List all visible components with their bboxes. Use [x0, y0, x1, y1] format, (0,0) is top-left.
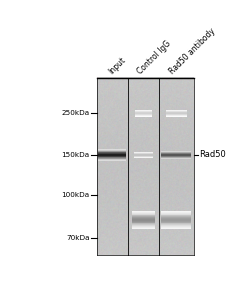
- Bar: [161, 222, 191, 223]
- Text: 250kDa: 250kDa: [62, 110, 90, 116]
- Bar: [166, 110, 187, 111]
- Bar: [166, 111, 187, 112]
- Bar: [98, 151, 126, 152]
- Bar: [132, 223, 155, 224]
- Bar: [135, 116, 152, 117]
- Bar: [98, 155, 126, 156]
- Bar: [98, 156, 126, 157]
- Bar: [134, 156, 153, 157]
- Bar: [132, 225, 155, 226]
- Bar: [161, 224, 191, 225]
- Bar: [161, 155, 191, 156]
- Bar: [132, 227, 155, 228]
- Bar: [161, 158, 191, 159]
- Bar: [132, 224, 155, 225]
- Bar: [132, 218, 155, 219]
- Text: 100kDa: 100kDa: [62, 192, 90, 198]
- Bar: [161, 220, 191, 221]
- Bar: [161, 226, 191, 227]
- Bar: [161, 154, 191, 155]
- Bar: [132, 212, 155, 213]
- Bar: [134, 152, 153, 153]
- Bar: [132, 217, 155, 218]
- Bar: [161, 153, 191, 154]
- Bar: [161, 225, 191, 226]
- Bar: [132, 216, 155, 217]
- Bar: [166, 112, 187, 113]
- Bar: [98, 157, 126, 158]
- Bar: [134, 155, 153, 156]
- Text: 70kDa: 70kDa: [66, 235, 90, 241]
- Bar: [98, 152, 126, 153]
- Bar: [161, 223, 191, 224]
- Bar: [166, 115, 187, 116]
- Bar: [161, 157, 191, 158]
- Bar: [98, 149, 126, 150]
- Text: Rad50: Rad50: [199, 151, 226, 160]
- Text: Control IgG: Control IgG: [136, 40, 173, 76]
- Text: 150kDa: 150kDa: [62, 152, 90, 158]
- Bar: [98, 154, 126, 155]
- Bar: [161, 211, 191, 212]
- Bar: [135, 112, 152, 113]
- Bar: [135, 110, 152, 111]
- Bar: [135, 114, 152, 115]
- Bar: [161, 212, 191, 213]
- Bar: [161, 217, 191, 218]
- Bar: [132, 228, 155, 229]
- Bar: [132, 214, 155, 215]
- Bar: [161, 213, 191, 214]
- Bar: [161, 216, 191, 217]
- Bar: [134, 154, 153, 155]
- Bar: [98, 150, 126, 151]
- Text: Input: Input: [107, 56, 127, 76]
- Bar: [132, 211, 155, 212]
- Bar: [161, 219, 191, 220]
- Bar: [161, 218, 191, 219]
- Bar: [161, 154, 191, 155]
- Bar: [161, 215, 191, 216]
- Bar: [132, 219, 155, 220]
- Bar: [98, 158, 126, 159]
- Bar: [161, 214, 191, 215]
- Bar: [134, 153, 153, 154]
- Bar: [135, 111, 152, 112]
- Bar: [98, 160, 126, 161]
- Bar: [132, 215, 155, 216]
- Bar: [161, 151, 191, 152]
- Bar: [161, 227, 191, 228]
- Bar: [134, 154, 153, 155]
- Bar: [98, 153, 126, 154]
- Bar: [132, 213, 155, 214]
- Bar: [161, 156, 191, 157]
- Bar: [135, 115, 152, 116]
- Bar: [166, 116, 187, 117]
- Bar: [134, 157, 153, 158]
- Bar: [98, 159, 126, 160]
- Bar: [161, 221, 191, 222]
- Bar: [166, 114, 187, 115]
- Text: Rad50 antibody: Rad50 antibody: [168, 27, 217, 76]
- Bar: [135, 113, 152, 114]
- Bar: [166, 113, 187, 114]
- Bar: [132, 226, 155, 227]
- Bar: [132, 221, 155, 222]
- Bar: [132, 222, 155, 223]
- Bar: [161, 228, 191, 229]
- Bar: [161, 152, 191, 153]
- Bar: [132, 220, 155, 221]
